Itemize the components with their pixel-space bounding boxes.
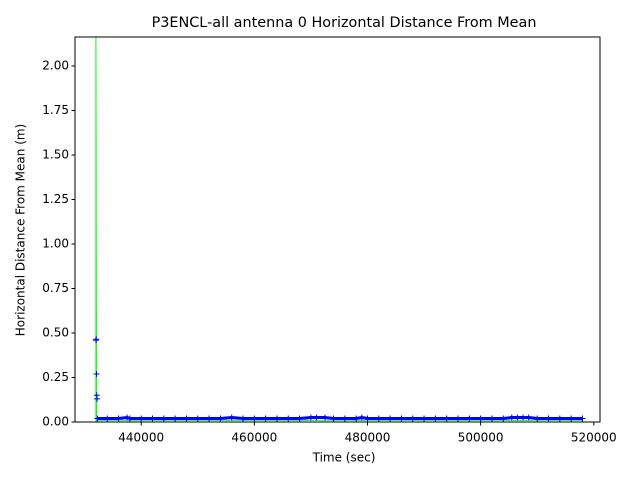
data-point [94, 395, 101, 402]
point-band [97, 416, 583, 420]
y-tick-label: 1.25 [42, 192, 69, 206]
chart-title: P3ENCL-all antenna 0 Horizontal Distance… [152, 15, 537, 31]
y-tick-label: 0.50 [42, 326, 69, 340]
data-line [95, 37, 583, 422]
x-tick-label: 460000 [231, 431, 277, 445]
y-tick-label: 0.75 [42, 281, 69, 295]
x-axis-label: Time (sec) [312, 451, 376, 465]
data-point [93, 336, 100, 343]
plot-frame [74, 36, 601, 423]
y-tick-label: 1.00 [42, 237, 69, 251]
y-tick-label: 1.50 [42, 148, 69, 162]
y-axis-label: Horizontal Distance From Mean (m) [14, 124, 28, 336]
x-tick-label: 520000 [571, 431, 617, 445]
data-point [93, 370, 100, 377]
y-tick-label: 0.00 [42, 415, 69, 429]
y-tick-label: 0.25 [42, 370, 69, 384]
y-tick-label: 2.00 [42, 59, 69, 73]
x-tick-label: 500000 [458, 431, 504, 445]
y-tick-label: 1.75 [42, 103, 69, 117]
x-tick-label: 480000 [345, 431, 391, 445]
x-tick-label: 440000 [118, 431, 164, 445]
